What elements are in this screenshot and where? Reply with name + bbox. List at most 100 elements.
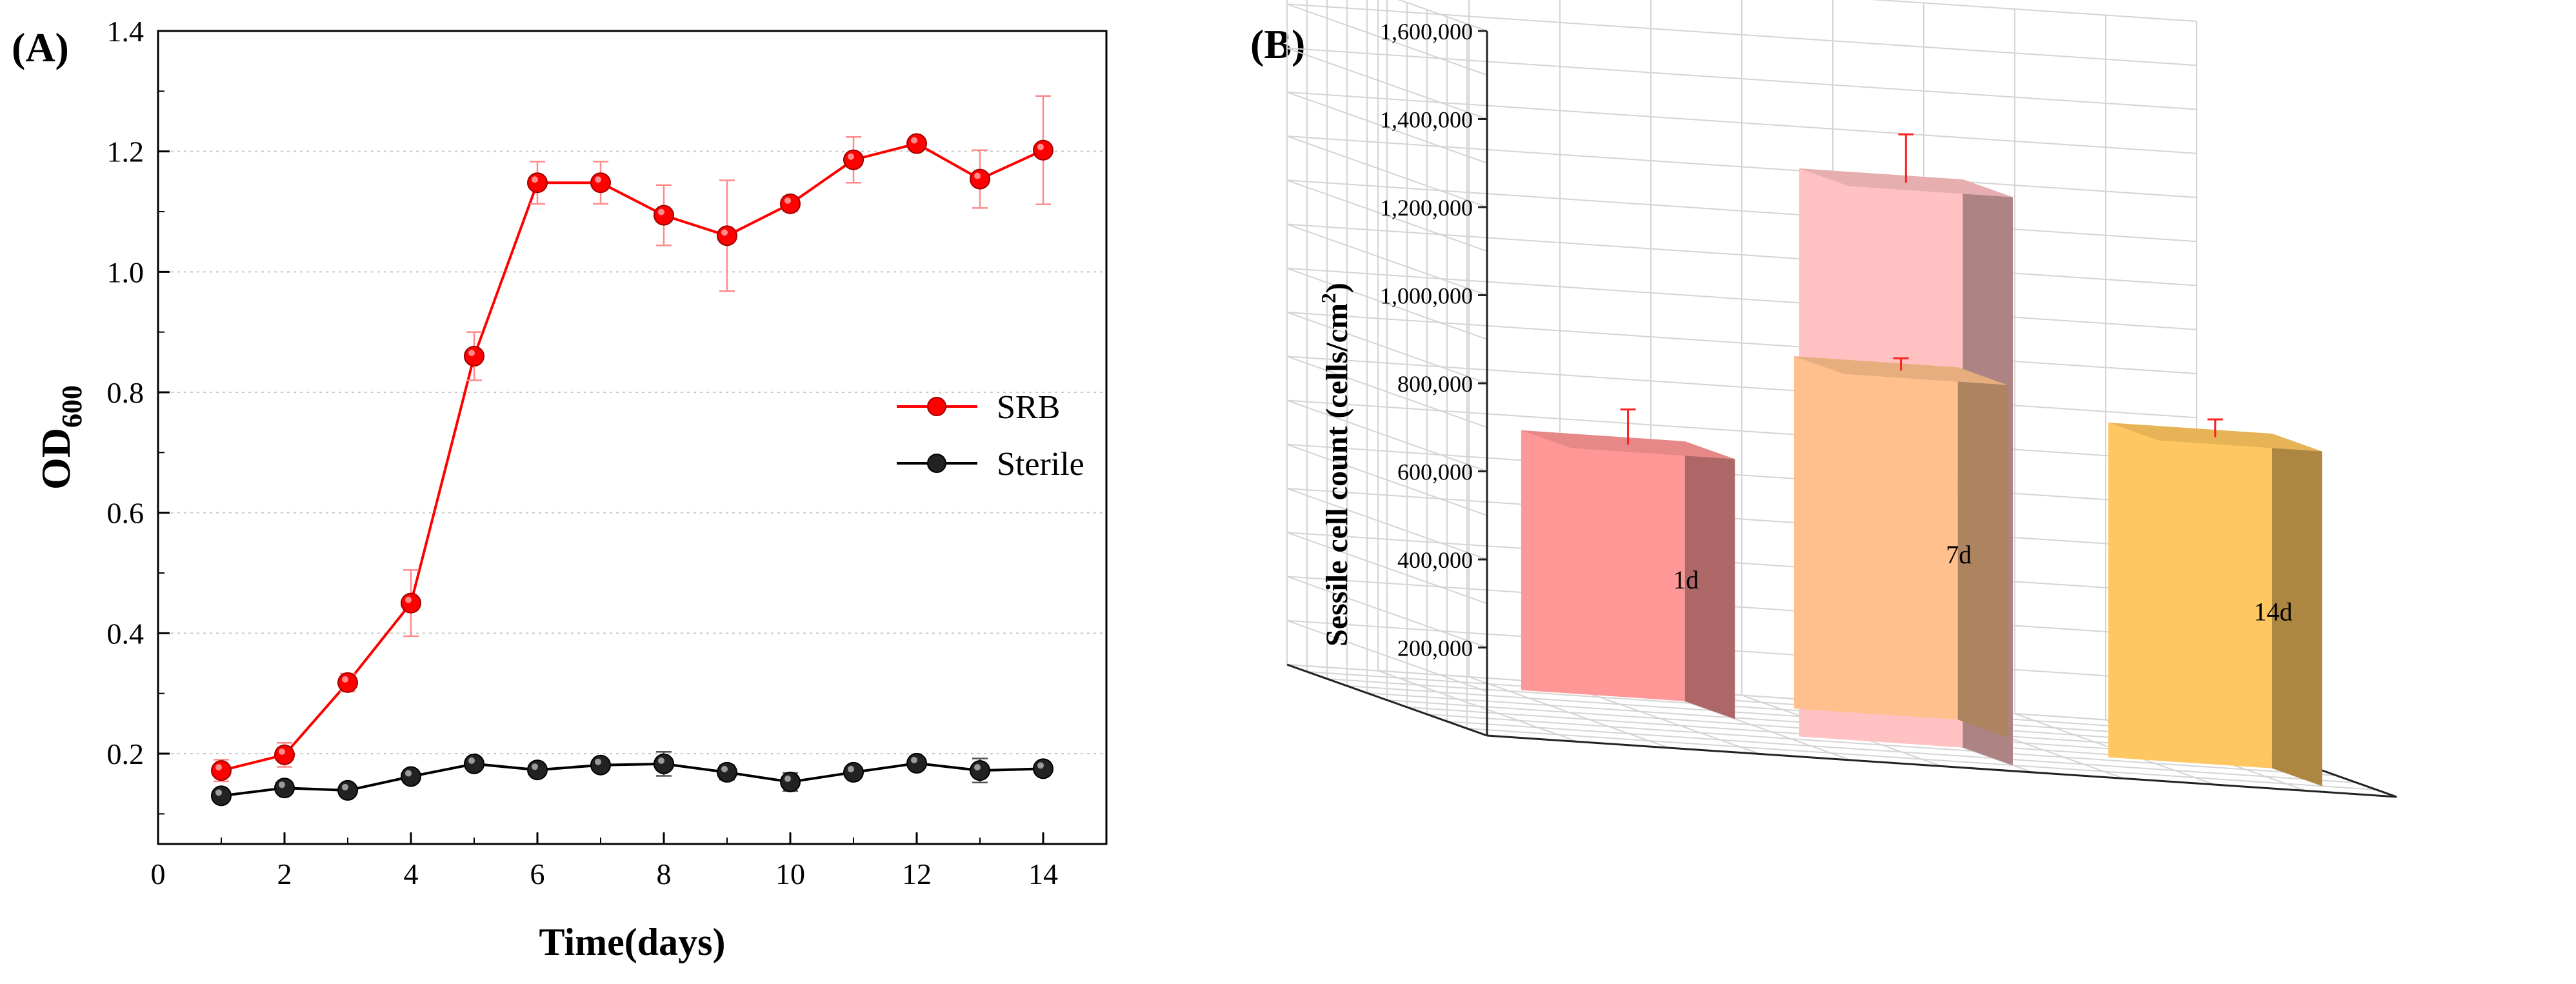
x-tick-label-1: 2 bbox=[277, 858, 292, 890]
data-point-sterile bbox=[780, 771, 801, 792]
floor-grid-line bbox=[1326, 678, 2237, 741]
data-point-srb bbox=[274, 744, 295, 765]
panel-b-label: (B) bbox=[1250, 21, 1305, 67]
data-point-highlight-sterile bbox=[532, 763, 538, 770]
data-point-sterile bbox=[590, 754, 611, 776]
data-point-highlight-srb bbox=[532, 176, 538, 183]
data-point-sterile bbox=[654, 753, 674, 774]
data-point-srb bbox=[464, 346, 484, 366]
panel-b-bars: 3d14d1d7d bbox=[1521, 133, 2322, 787]
bar-1d: 1d bbox=[1521, 408, 1735, 719]
data-point-srb bbox=[1033, 139, 1053, 161]
floor-front-edge bbox=[1486, 734, 2397, 798]
series-sterile bbox=[211, 750, 1053, 807]
bar-side-face-1d bbox=[1684, 441, 1735, 719]
data-point-highlight-sterile bbox=[279, 781, 285, 788]
bar-front-face-7d bbox=[1793, 356, 1958, 720]
panel-a-y-axis-title-subscript: 600 bbox=[56, 385, 88, 428]
data-point-sterile bbox=[464, 753, 484, 774]
data-point-highlight-srb bbox=[721, 229, 728, 236]
y-tick-label-3: 0.8 bbox=[107, 376, 145, 409]
b-y-tick-label-1: 400,000 bbox=[1397, 547, 1473, 573]
data-point-srb bbox=[211, 760, 232, 781]
data-point-highlight-srb bbox=[911, 137, 917, 144]
x-tick-label-2: 4 bbox=[404, 858, 419, 890]
data-point-highlight-sterile bbox=[721, 765, 728, 772]
data-point-sterile bbox=[970, 760, 990, 781]
bar-side-face-14d bbox=[2271, 434, 2322, 787]
data-point-highlight-srb bbox=[405, 596, 412, 603]
series-line-srb bbox=[221, 142, 1044, 772]
b-y-tick-label-4: 1,000,000 bbox=[1380, 283, 1473, 309]
y-tick-label-5: 1.2 bbox=[107, 136, 145, 168]
data-point-highlight-srb bbox=[468, 350, 475, 356]
panel-b-3d-walls bbox=[1286, 0, 2397, 798]
data-point-srb bbox=[337, 672, 358, 693]
panel-a-y-axis-title: OD600 bbox=[33, 385, 88, 490]
floor-left-edge bbox=[1286, 663, 1488, 737]
wall-grid-line bbox=[1397, 0, 2197, 32]
data-point-sterile bbox=[274, 778, 295, 799]
bar-side-face-7d bbox=[1957, 367, 2008, 738]
wall-grid-line bbox=[1286, 47, 2197, 120]
y-tick-label-0: 0.2 bbox=[107, 738, 145, 770]
legend-marker-sterile bbox=[927, 454, 946, 473]
data-point-sterile bbox=[211, 785, 232, 807]
legend-label-srb: SRB bbox=[997, 389, 1060, 426]
x-tick-label-7: 14 bbox=[1028, 858, 1058, 890]
panel-a-y-axis-title-main: OD bbox=[33, 428, 79, 490]
panel-b-y-axis-title-close: ) bbox=[1320, 283, 1354, 293]
x-tick-label-5: 10 bbox=[775, 858, 805, 890]
data-point-highlight-sterile bbox=[215, 789, 222, 796]
y-tick-label-2: 0.6 bbox=[107, 497, 145, 530]
data-point-srb bbox=[717, 225, 737, 246]
data-point-sterile bbox=[337, 779, 358, 801]
floor-grid-line bbox=[1426, 714, 2337, 776]
legend-marker-srb bbox=[927, 397, 946, 416]
panel-b-y-axis-title-superscript: 2 bbox=[1317, 293, 1340, 303]
x-tick-label-6: 12 bbox=[902, 858, 932, 890]
data-point-highlight-srb bbox=[784, 197, 791, 204]
y-tick-label-4: 1.0 bbox=[107, 256, 145, 288]
b-y-tick-label-2: 600,000 bbox=[1397, 459, 1473, 485]
data-point-srb bbox=[970, 168, 990, 190]
floor-grid-line bbox=[1286, 664, 2197, 727]
wall-grid-line bbox=[1286, 3, 2197, 76]
panel-b-y-ticks: 200,000 400,000 600,000 800,000 1,000,000 1,2… bbox=[1380, 19, 1487, 661]
b-y-tick-label-3: 800,000 bbox=[1397, 371, 1473, 397]
data-point-highlight-sterile bbox=[974, 764, 981, 771]
b-y-tick-label-7: 1,600,000 bbox=[1380, 19, 1473, 45]
x-tick-label-0: 0 bbox=[151, 858, 166, 890]
b-y-tick-label-0: 200,000 bbox=[1397, 636, 1473, 661]
x-tick-label-3: 6 bbox=[530, 858, 545, 890]
bar-label-7d: 7d bbox=[1946, 540, 1972, 569]
data-point-highlight-sterile bbox=[784, 775, 791, 782]
bar-14d: 14d bbox=[2108, 418, 2322, 787]
data-point-srb bbox=[780, 193, 801, 214]
bar-label-14d: 14d bbox=[2253, 597, 2292, 627]
wall-grid-line bbox=[1286, 91, 2197, 164]
data-point-srb bbox=[843, 149, 864, 170]
data-point-highlight-sterile bbox=[848, 765, 854, 772]
data-point-srb bbox=[590, 172, 611, 194]
series-line-sterile bbox=[221, 761, 1044, 798]
data-point-highlight-sterile bbox=[1037, 762, 1044, 769]
panel-a-plot-frame bbox=[157, 30, 1108, 845]
panel-a-ticks: 0 2 4 6 8 10 12 14 0.2 0.4 0.6 0.8 1.0 1.2 1.4 bbox=[107, 15, 1059, 890]
data-point-highlight-srb bbox=[279, 748, 285, 755]
data-point-highlight-sterile bbox=[405, 770, 412, 777]
data-point-highlight-sterile bbox=[342, 783, 348, 790]
data-point-sterile bbox=[401, 766, 421, 787]
data-point-highlight-srb bbox=[1037, 143, 1044, 150]
data-point-highlight-sterile bbox=[658, 757, 664, 764]
data-point-highlight-srb bbox=[595, 176, 601, 183]
panel-a-label: (A) bbox=[12, 25, 69, 70]
floor-grid-line bbox=[1466, 728, 2377, 790]
panel-a-series bbox=[211, 95, 1053, 807]
y-tick-label-6: 1.4 bbox=[107, 15, 145, 48]
data-point-srb bbox=[527, 172, 548, 194]
data-point-srb bbox=[401, 592, 421, 614]
data-point-sterile bbox=[843, 761, 864, 783]
bar-front-face-14d bbox=[2108, 423, 2272, 768]
data-point-highlight-srb bbox=[342, 676, 348, 683]
